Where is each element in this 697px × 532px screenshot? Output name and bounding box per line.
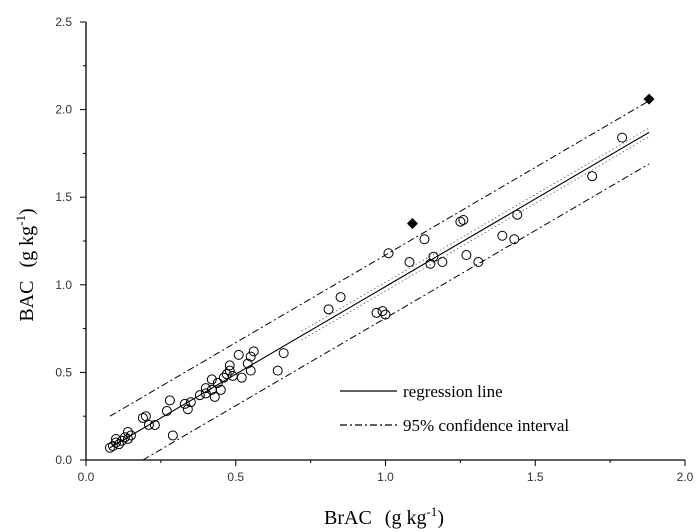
y-tick-label: 2.5 <box>55 15 72 29</box>
data-point <box>200 388 211 399</box>
fit-lines <box>109 100 650 461</box>
data-point <box>215 384 226 395</box>
x-tick-label: 0.0 <box>78 470 95 484</box>
data-point <box>224 360 235 371</box>
data-point <box>164 395 175 406</box>
x-axis-unit-open: ( <box>385 507 392 529</box>
data-point <box>272 365 283 376</box>
data-point <box>200 383 211 394</box>
data-point <box>245 365 256 376</box>
data-points <box>104 93 655 453</box>
data-point <box>245 351 256 362</box>
data-point <box>137 412 148 423</box>
axes: 0.0 0.5 1.0 1.5 2.0 0.0 0.5 1.0 1.5 2.0 2.5 <box>55 15 693 484</box>
data-point <box>455 216 466 227</box>
data-point <box>461 250 472 261</box>
data-point <box>497 230 508 241</box>
data-point <box>335 292 346 303</box>
data-point <box>236 372 247 383</box>
x-axis-title: BrAC (g kg-1) <box>324 504 444 529</box>
data-point <box>113 439 124 450</box>
data-point <box>458 214 469 225</box>
data-point <box>323 304 334 315</box>
data-point <box>242 358 253 369</box>
data-point <box>182 404 193 415</box>
data-point <box>380 309 391 320</box>
data-point <box>587 171 598 182</box>
data-point <box>473 257 484 268</box>
x-axis-unit: g kg <box>391 507 426 529</box>
data-point <box>125 430 136 441</box>
data-point <box>179 398 190 409</box>
data-point <box>383 248 394 259</box>
data-point <box>149 419 160 430</box>
data-point <box>185 397 196 408</box>
outlier-diamond-point <box>406 217 418 229</box>
data-point <box>617 132 628 143</box>
y-tick-label: 0.0 <box>55 453 72 467</box>
legend-label-regression: regression line <box>403 382 503 401</box>
x-axis-unit-close: ) <box>437 507 444 529</box>
data-point <box>221 369 232 380</box>
x-tick-label: 1.0 <box>377 470 394 484</box>
data-point <box>224 365 235 376</box>
outlier-diamond-point <box>643 93 655 105</box>
data-point <box>107 440 118 451</box>
legend: regression line 95% confidence interval <box>340 382 569 435</box>
legend-label-confidence: 95% confidence interval <box>403 416 569 435</box>
y-axis-unit-close: ) <box>16 208 38 215</box>
data-point <box>248 346 259 357</box>
data-point <box>278 348 289 359</box>
y-axis-unit: g kg <box>16 226 38 261</box>
data-point <box>371 307 382 318</box>
data-point <box>122 426 133 437</box>
data-point <box>194 390 205 401</box>
x-axis-label: BrAC <box>324 507 372 529</box>
data-point <box>212 377 223 388</box>
data-point <box>377 306 388 317</box>
data-point <box>437 257 448 268</box>
data-point <box>143 419 154 430</box>
x-axis-unit-exponent: -1 <box>426 504 437 519</box>
data-point <box>209 391 220 402</box>
data-point <box>509 234 520 245</box>
data-point <box>419 234 430 245</box>
prediction-band-lower <box>142 163 650 461</box>
y-tick-label: 0.5 <box>55 365 72 379</box>
y-axis-unit-open: ( <box>16 261 38 268</box>
data-point <box>167 430 178 441</box>
x-tick-label: 1.5 <box>527 470 544 484</box>
y-axis-title: BAC (g kg-1) <box>13 208 38 321</box>
prediction-band-upper <box>109 100 650 417</box>
confidence-band-upper <box>301 127 650 332</box>
data-point <box>233 349 244 360</box>
x-tick-label: 2.0 <box>677 470 694 484</box>
data-point <box>104 442 115 453</box>
data-point <box>122 433 133 444</box>
data-point <box>116 435 127 446</box>
data-point <box>110 437 121 448</box>
y-axis-label: BAC <box>16 281 38 322</box>
y-tick-label: 2.0 <box>55 103 72 117</box>
regression-line <box>109 131 650 449</box>
data-point <box>425 258 436 269</box>
data-point <box>512 209 523 220</box>
data-point <box>206 374 217 385</box>
confidence-band-lower <box>301 136 650 341</box>
data-point <box>428 251 439 262</box>
y-tick-label: 1.5 <box>55 190 72 204</box>
data-point <box>404 257 415 268</box>
data-point <box>140 411 151 422</box>
y-axis-unit-exponent: -1 <box>13 215 28 226</box>
x-tick-label: 0.5 <box>227 470 244 484</box>
data-point <box>161 405 172 416</box>
y-tick-label: 1.0 <box>55 278 72 292</box>
data-point <box>119 432 130 443</box>
